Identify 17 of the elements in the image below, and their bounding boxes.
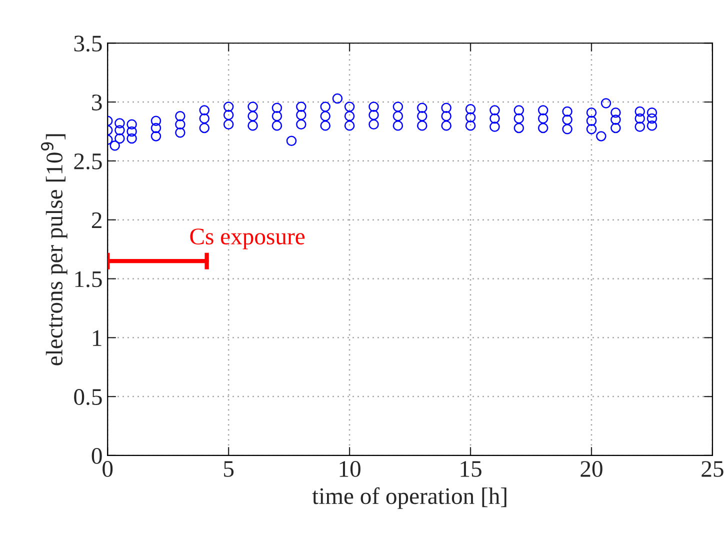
y-tick-label: 2 bbox=[92, 212, 102, 228]
x-tick-label: 10 bbox=[340, 461, 360, 477]
y-tick-label: 0 bbox=[92, 448, 102, 464]
y-axis-title: electrons per pulse [10$^{9}$] bbox=[40, 134, 68, 366]
y-tick-label: 1.5 bbox=[75, 271, 102, 288]
x-tick-label: 25 bbox=[702, 461, 724, 477]
x-tick-label: 20 bbox=[580, 461, 602, 477]
y-tick-label: 3.5 bbox=[74, 36, 102, 52]
y-tick-label: 1 bbox=[93, 330, 102, 346]
x-axis-title: time of operation [h] bbox=[312, 487, 506, 509]
y-tick-label: 2.5 bbox=[74, 153, 102, 170]
x-tick-label: 0 bbox=[102, 461, 113, 477]
x-tick-label: 5 bbox=[224, 461, 234, 477]
annotation: Cs exposure bbox=[190, 228, 305, 250]
y-tick-label: 3 bbox=[92, 94, 102, 110]
y-tick-label: 0.5 bbox=[74, 389, 102, 406]
x-tick-label: 15 bbox=[460, 461, 482, 477]
